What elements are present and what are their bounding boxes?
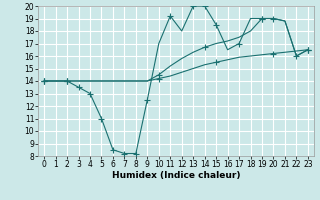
X-axis label: Humidex (Indice chaleur): Humidex (Indice chaleur) <box>112 171 240 180</box>
